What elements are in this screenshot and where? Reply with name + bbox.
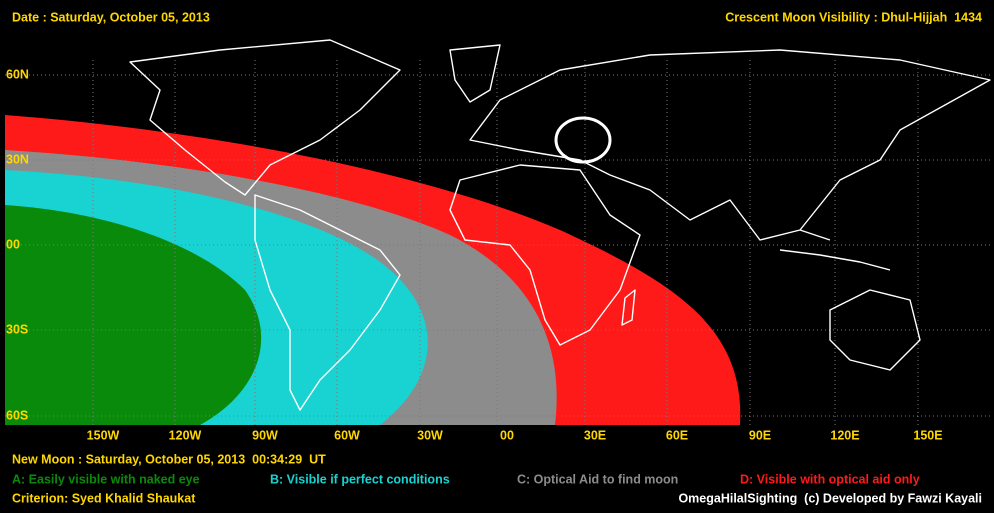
lat-label: 30S bbox=[6, 322, 28, 336]
legend-entry: C: Optical Aid to find moon bbox=[517, 472, 678, 486]
new-moon: New Moon : Saturday, October 05, 2013 00… bbox=[12, 452, 326, 466]
lon-label: 120W bbox=[169, 428, 202, 442]
date: Date : Saturday, October 05, 2013 bbox=[12, 10, 210, 24]
eurasia bbox=[469, 49, 991, 241]
legend: A: Easily visible with naked eye B: Visib… bbox=[12, 472, 920, 486]
indonesia bbox=[779, 229, 891, 271]
lon-label: 60W bbox=[334, 428, 360, 442]
lat-label: 60S bbox=[6, 408, 28, 422]
footer-background bbox=[0, 425, 994, 513]
axis-labels: 60N 30N 00 30S 60S 150W 120W 90W 60W 30W 00 30E 60E 9… bbox=[6, 67, 943, 442]
lon-label: 60E bbox=[666, 428, 688, 442]
lon-label: 150E bbox=[913, 428, 942, 442]
lat-label: 00 bbox=[6, 237, 20, 251]
lon-label: 30W bbox=[417, 428, 443, 442]
moon-region-marker bbox=[554, 116, 612, 164]
madagascar bbox=[621, 289, 636, 326]
credit: OmegaHilalSighting (c) Developed by Fawz… bbox=[678, 491, 982, 505]
lon-label: 150W bbox=[87, 428, 120, 442]
lon-label: 120E bbox=[830, 428, 859, 442]
africa bbox=[449, 164, 641, 346]
legend-entry: D: Visible with optical aid only bbox=[740, 472, 920, 486]
south-america bbox=[254, 194, 401, 411]
lon-label: 90E bbox=[749, 428, 771, 442]
visibility-regions bbox=[5, 115, 741, 425]
region-a bbox=[5, 205, 262, 425]
lat-label: 60N bbox=[6, 67, 29, 81]
legend-entry: A: Easily visible with naked eye bbox=[12, 472, 200, 486]
legend-entry: B: Visible if perfect conditions bbox=[270, 472, 450, 486]
grid bbox=[5, 60, 990, 425]
australia bbox=[829, 289, 921, 371]
title: Crescent Moon Visibility : Dhul-Hijjah 1… bbox=[725, 10, 982, 24]
lon-label: 90W bbox=[252, 428, 278, 442]
lon-label: 30E bbox=[584, 428, 606, 442]
greenland bbox=[449, 44, 501, 103]
criterion: Criterion: Syed Khalid Shaukat bbox=[12, 491, 196, 505]
coastlines bbox=[129, 39, 991, 411]
north-america bbox=[129, 39, 401, 196]
lon-label: 00 bbox=[500, 428, 514, 442]
lat-label: 30N bbox=[6, 152, 29, 166]
